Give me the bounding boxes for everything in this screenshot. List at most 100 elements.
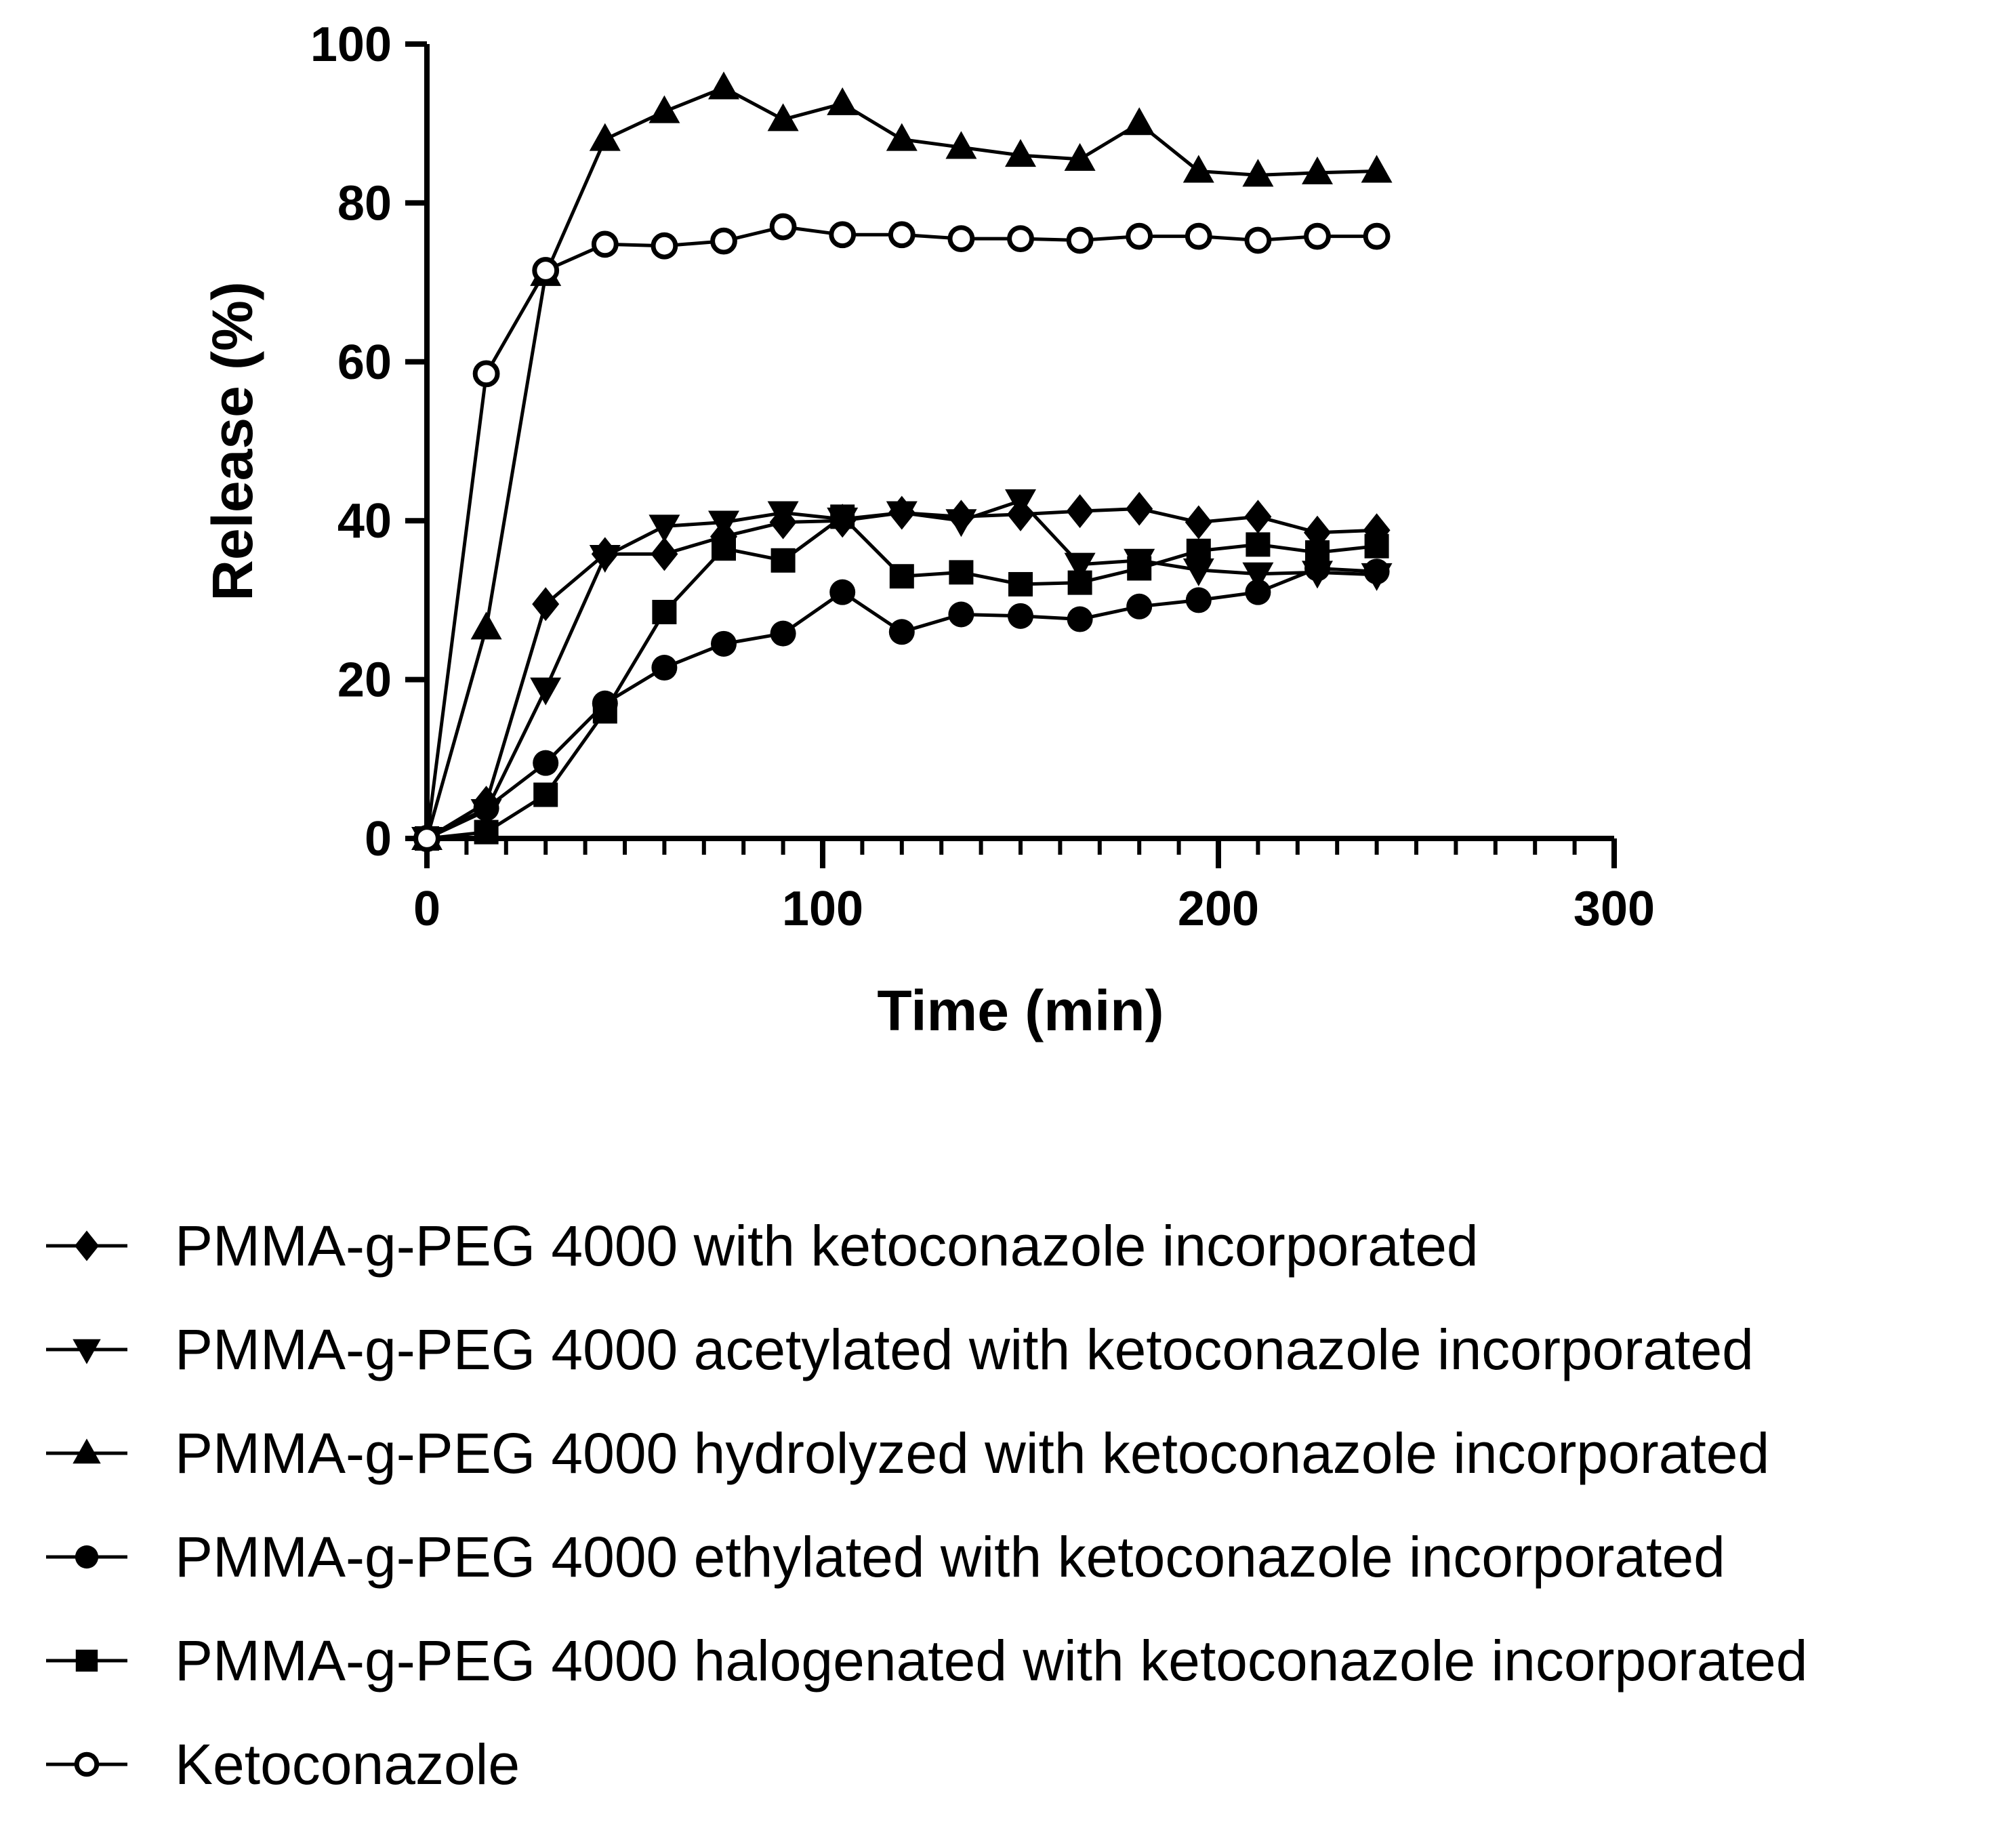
data-point-marker — [532, 257, 560, 284]
x-tick-label: 0 — [413, 882, 440, 936]
data-point-marker — [589, 544, 621, 573]
data-point-marker — [1302, 156, 1333, 184]
data-point-marker — [533, 750, 559, 776]
data-point-marker — [1182, 155, 1214, 183]
series-layer — [411, 71, 1393, 855]
data-point-marker — [1064, 142, 1096, 171]
y-tick-label: 100 — [310, 18, 392, 72]
data-point-marker — [1008, 603, 1033, 629]
series-triangle-down — [411, 489, 1393, 855]
data-point-marker — [1067, 606, 1093, 632]
data-point-marker — [652, 599, 677, 624]
data-point-marker — [1005, 489, 1036, 517]
data-point-marker — [530, 677, 562, 706]
data-point-marker — [413, 825, 440, 852]
data-point-marker — [1242, 159, 1274, 187]
data-point-marker — [1304, 222, 1331, 250]
data-point-marker — [1126, 222, 1153, 250]
data-point-marker — [470, 611, 502, 640]
data-point-marker — [1066, 494, 1094, 529]
data-point-marker — [949, 560, 974, 585]
series-line — [426, 507, 1377, 840]
data-point-marker — [710, 227, 737, 255]
data-point-marker — [711, 630, 737, 657]
data-point-marker — [1127, 556, 1152, 581]
data-point-marker — [1245, 579, 1271, 605]
data-point-marker — [945, 509, 977, 538]
data-point-marker — [830, 504, 855, 529]
series-line — [426, 499, 1377, 840]
x-ticks: 0 100 200 300 — [413, 838, 1655, 936]
data-point-marker — [651, 232, 678, 260]
y-tick-label: 60 — [337, 336, 392, 390]
x-tick-label: 100 — [782, 882, 863, 936]
data-point-marker — [829, 579, 856, 605]
y-tick-label: 40 — [337, 494, 392, 548]
data-point-marker — [1242, 562, 1274, 590]
data-point-marker — [1186, 538, 1211, 563]
y-tick-label: 0 — [365, 812, 392, 866]
data-point-marker — [767, 501, 799, 529]
series-line — [426, 567, 1377, 840]
data-point-marker — [651, 655, 678, 681]
data-point-marker — [770, 620, 796, 647]
legend-label: PMMA-g-PEG 4000 halogenated with ketocon… — [175, 1629, 1807, 1693]
data-point-marker — [592, 699, 617, 724]
series-line — [425, 86, 1377, 839]
legend-item: PMMA-g-PEG 4000 acetylated with ketocona… — [46, 1318, 1754, 1381]
x-tick-label: 300 — [1573, 882, 1655, 936]
data-point-marker — [1244, 500, 1272, 534]
y-ticks: 0 20 40 60 80 100 — [310, 18, 427, 866]
data-point-marker — [827, 87, 859, 115]
data-point-marker — [1066, 226, 1094, 254]
data-point-marker — [1124, 107, 1155, 136]
series-square — [415, 504, 1389, 851]
data-point-marker — [1363, 222, 1391, 250]
data-point-marker — [1005, 139, 1036, 167]
data-point-marker — [649, 514, 680, 543]
data-point-marker — [1067, 570, 1092, 595]
series-triangle-up — [411, 71, 1393, 850]
data-point-marker — [473, 795, 499, 822]
legend: PMMA-g-PEG 4000 with ketoconazole incorp… — [46, 1214, 1807, 1796]
data-point-marker — [649, 95, 680, 123]
data-point-marker — [888, 619, 915, 645]
legend-item: PMMA-g-PEG 4000 ethylated with ketoconaz… — [46, 1525, 1725, 1589]
legend-item: PMMA-g-PEG 4000 with ketoconazole incorp… — [46, 1214, 1479, 1278]
data-point-marker — [1064, 552, 1096, 581]
legend-item: Ketoconazole — [46, 1732, 520, 1796]
data-point-marker — [770, 548, 796, 573]
data-point-marker — [888, 221, 916, 249]
data-point-marker — [74, 1751, 100, 1777]
legend-label: PMMA-g-PEG 4000 ethylated with ketoconaz… — [175, 1525, 1725, 1589]
data-point-marker — [1007, 225, 1034, 253]
data-point-marker — [1126, 491, 1153, 526]
data-point-marker — [1008, 571, 1033, 596]
data-point-marker — [591, 230, 619, 258]
x-axis-title: Time (min) — [877, 979, 1164, 1042]
data-point-marker — [886, 501, 918, 529]
x-tick-label: 200 — [1178, 882, 1259, 936]
data-point-marker — [1363, 559, 1390, 585]
y-axis-title: Release (%) — [201, 281, 264, 601]
data-point-marker — [712, 536, 736, 561]
data-point-marker — [474, 819, 499, 845]
data-point-marker — [75, 1545, 99, 1569]
data-point-marker — [1185, 587, 1212, 613]
legend-label: PMMA-g-PEG 4000 with ketoconazole incorp… — [175, 1214, 1479, 1278]
legend-label: PMMA-g-PEG 4000 acetylated with ketocona… — [175, 1318, 1754, 1381]
data-point-marker — [1185, 505, 1212, 540]
data-point-marker — [589, 123, 621, 151]
y-tick-label: 20 — [337, 653, 392, 708]
data-point-marker — [947, 225, 975, 253]
data-point-marker — [1364, 533, 1389, 559]
data-point-marker — [1361, 155, 1393, 183]
data-point-marker — [472, 360, 500, 388]
data-point-marker — [829, 221, 857, 249]
data-point-marker — [532, 587, 560, 622]
data-point-marker — [1126, 593, 1153, 620]
y-tick-label: 80 — [337, 176, 392, 230]
data-point-marker — [75, 1649, 98, 1672]
data-point-marker — [767, 103, 799, 131]
